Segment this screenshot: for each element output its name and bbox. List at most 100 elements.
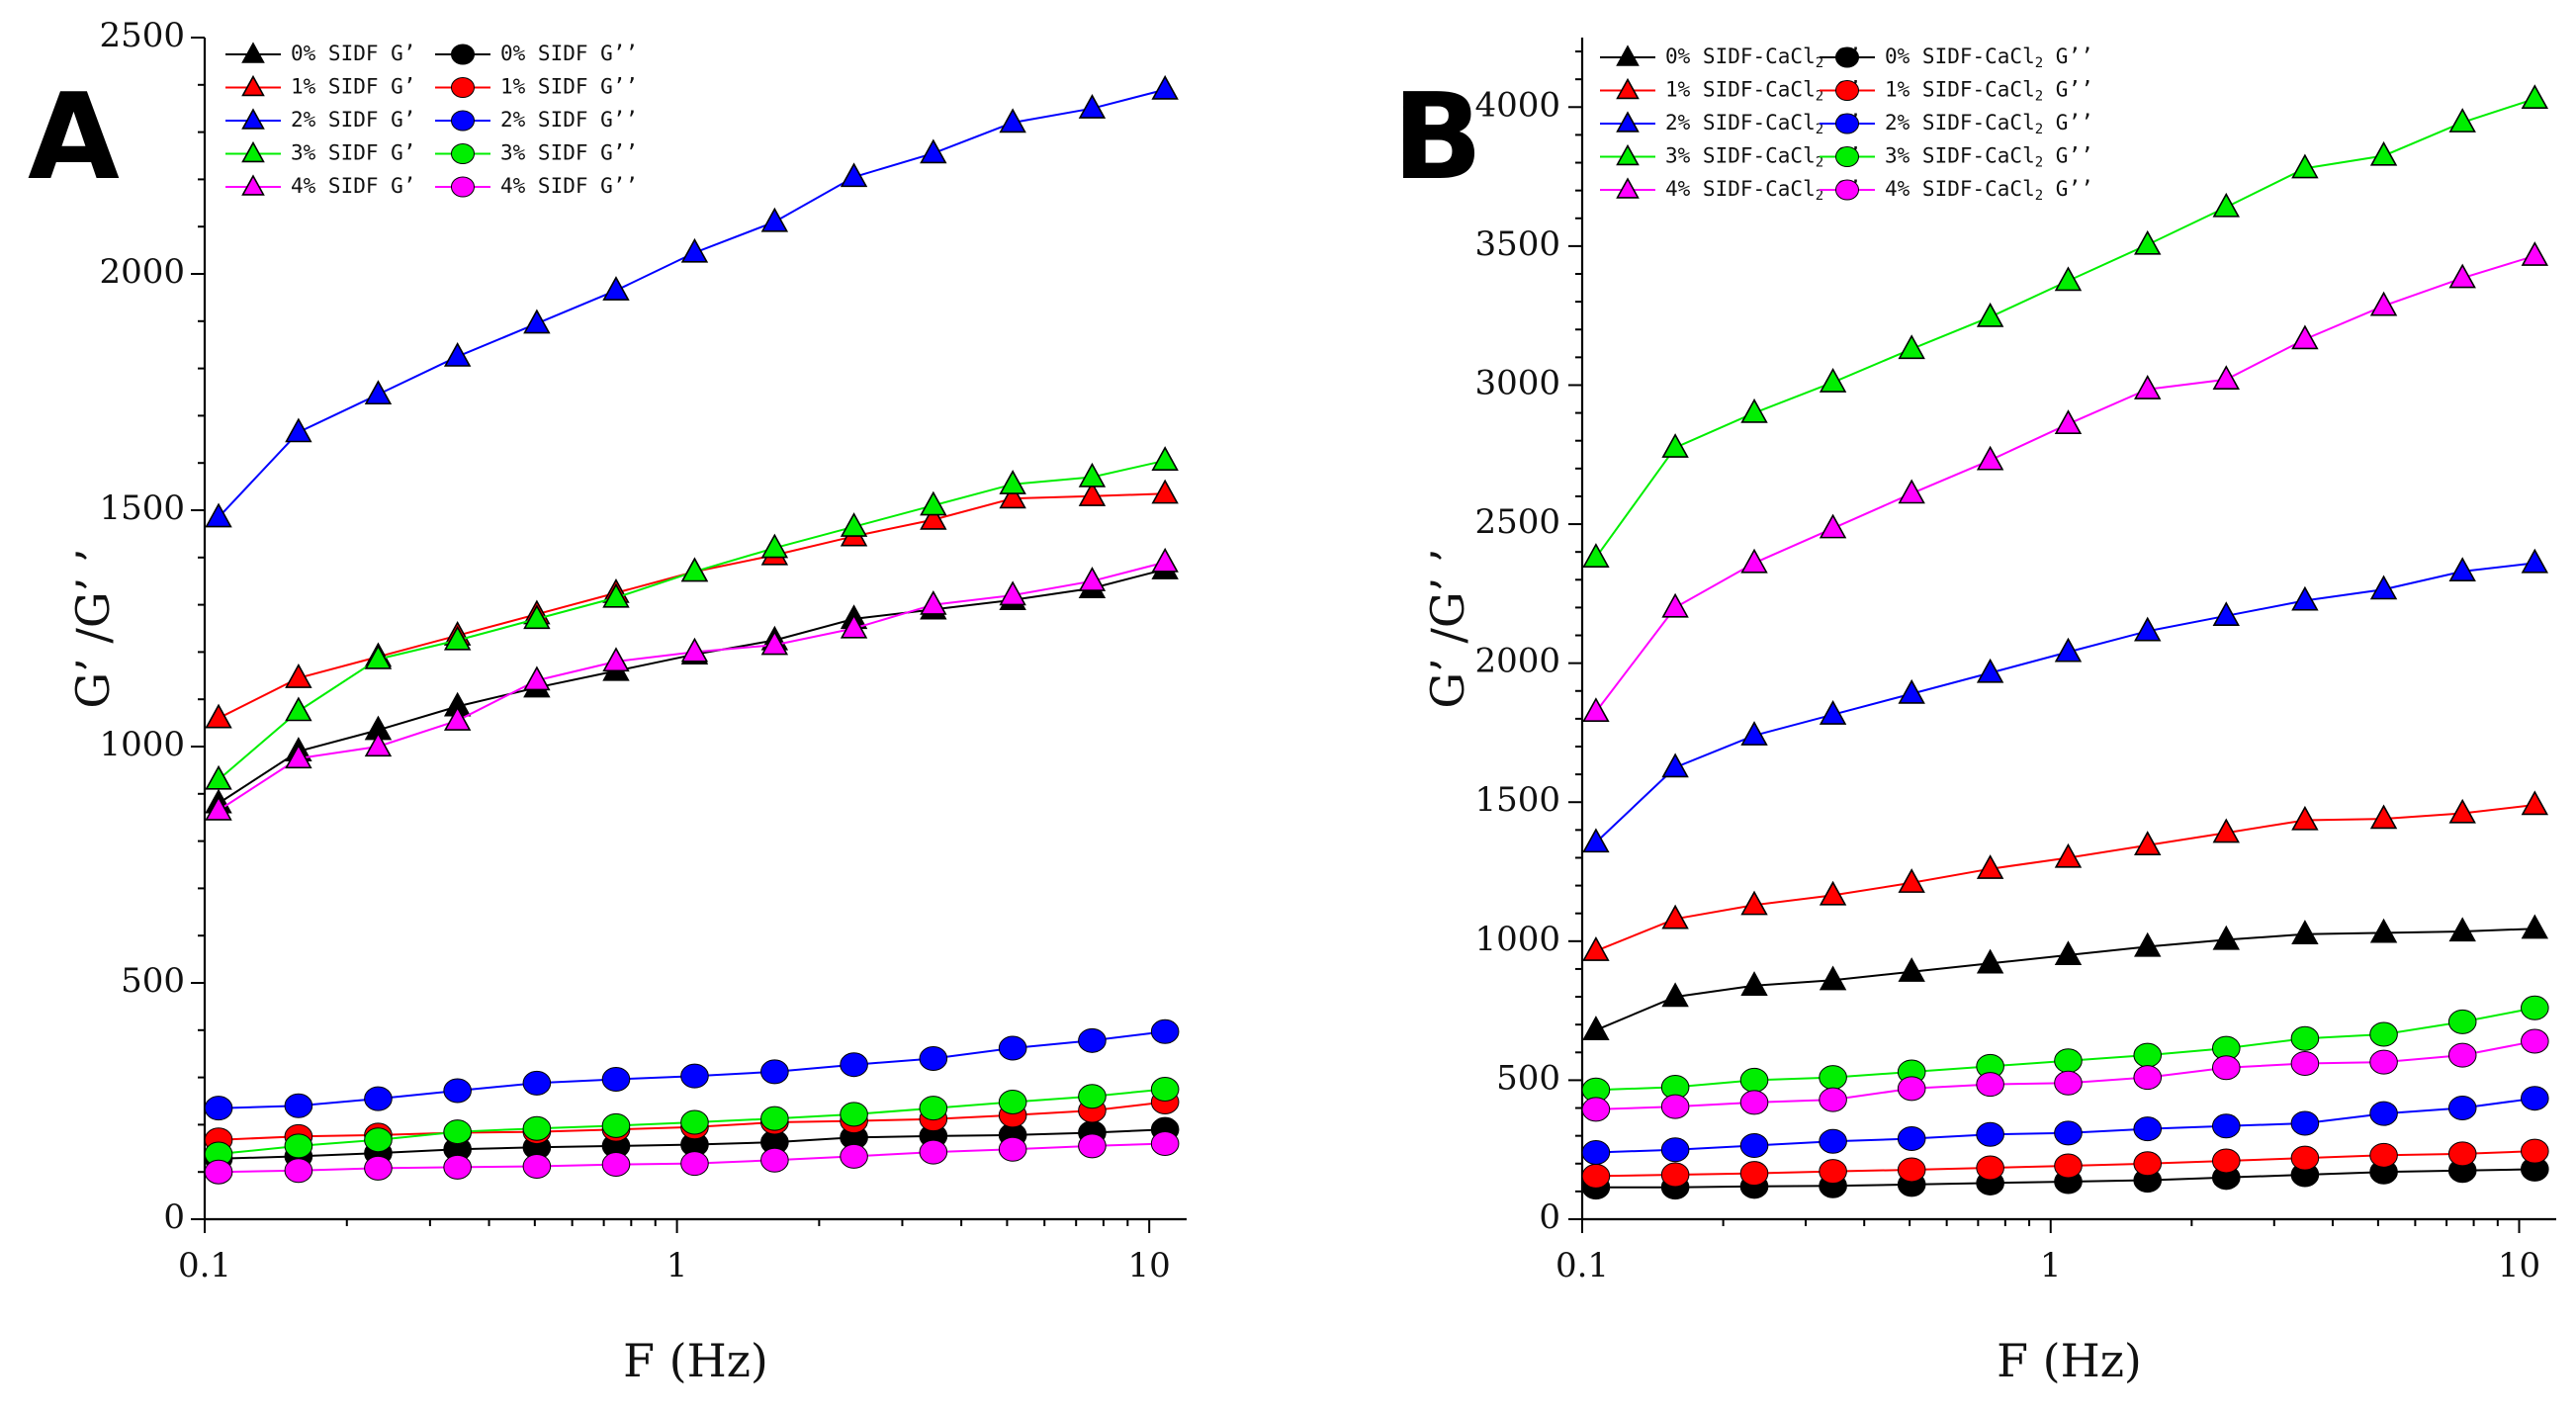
data-point-triangle bbox=[1582, 543, 1610, 568]
data-point-triangle bbox=[2291, 153, 2319, 179]
data-point-triangle bbox=[999, 580, 1026, 606]
data-point-circle bbox=[680, 1151, 709, 1177]
data-point-circle bbox=[2447, 1096, 2477, 1121]
data-point-circle bbox=[2054, 1153, 2083, 1179]
data-point-triangle bbox=[2212, 365, 2240, 391]
series-2 bbox=[1582, 548, 2549, 853]
data-point-triangle bbox=[2369, 804, 2398, 830]
data-point-circle bbox=[2290, 1110, 2320, 1136]
data-point-triangle bbox=[602, 276, 630, 301]
data-point-triangle bbox=[602, 647, 630, 672]
data-point-triangle bbox=[443, 625, 472, 651]
data-point-triangle bbox=[2448, 917, 2476, 942]
legend-marker-triangle bbox=[241, 74, 265, 97]
data-point-triangle bbox=[1582, 697, 1610, 723]
legend-marker-circle bbox=[451, 176, 475, 198]
series-8 bbox=[1581, 995, 2549, 1103]
y-tick-label: 2500 bbox=[1474, 502, 1560, 542]
data-point-triangle bbox=[2521, 84, 2549, 110]
data-point-circle bbox=[522, 1070, 552, 1096]
data-point-triangle bbox=[2054, 266, 2083, 292]
data-point-circle bbox=[2290, 1025, 2320, 1051]
data-point-triangle bbox=[1661, 433, 1689, 458]
data-point-circle bbox=[680, 1109, 709, 1135]
legend-label: 3% SIDF G’’ bbox=[500, 141, 638, 165]
data-point-circle bbox=[2290, 1051, 2320, 1077]
data-point-circle bbox=[364, 1127, 393, 1153]
x-tick-label: 0.1 bbox=[178, 1246, 231, 1285]
x-tick-label: 1 bbox=[2040, 1246, 2062, 1285]
data-point-triangle bbox=[443, 706, 472, 731]
data-point-triangle bbox=[2448, 108, 2476, 133]
data-point-triangle bbox=[920, 490, 947, 516]
data-point-circle bbox=[204, 1096, 233, 1121]
y-tick-label: 1500 bbox=[1474, 780, 1560, 820]
data-point-triangle bbox=[2054, 409, 2083, 434]
data-point-circle bbox=[601, 1112, 631, 1138]
data-point-triangle bbox=[1151, 74, 1179, 100]
data-point-triangle bbox=[1582, 828, 1610, 853]
data-point-triangle bbox=[2134, 931, 2162, 957]
series-1 bbox=[1582, 790, 2549, 961]
data-point-circle bbox=[2369, 1049, 2398, 1075]
legend-marker-triangle bbox=[241, 140, 265, 163]
data-point-triangle bbox=[1976, 854, 2004, 879]
legend-item: 4% SIDF G’ bbox=[225, 174, 415, 198]
data-point-triangle bbox=[1976, 302, 2004, 327]
data-point-triangle bbox=[285, 744, 312, 769]
data-point-circle bbox=[2447, 1009, 2477, 1034]
legend-label: 0% SIDF G’’ bbox=[500, 42, 638, 65]
legend-marker-circle bbox=[451, 44, 475, 65]
legend-item: 0% SIDF-CaCl2 G’ bbox=[1600, 44, 1861, 71]
data-point-triangle bbox=[2054, 940, 2083, 966]
y-axis-title: G’ /G’ ’ bbox=[1421, 548, 1474, 708]
legend-label: 2% SIDF G’ bbox=[291, 108, 415, 132]
legend-label: 4% SIDF G’’ bbox=[500, 174, 638, 198]
data-point-triangle bbox=[1976, 658, 2004, 683]
data-point-triangle bbox=[840, 162, 868, 188]
data-point-circle bbox=[2521, 1028, 2549, 1054]
legend-marker-triangle bbox=[241, 108, 265, 130]
data-point-triangle bbox=[1740, 721, 1768, 746]
series-line bbox=[1595, 562, 2535, 843]
data-point-triangle bbox=[2134, 616, 2162, 642]
data-point-triangle bbox=[2369, 918, 2398, 943]
series-8 bbox=[204, 1077, 1180, 1167]
y-tick-label: 1500 bbox=[99, 488, 185, 528]
data-point-triangle bbox=[2521, 914, 2549, 939]
data-point-triangle bbox=[364, 380, 393, 405]
legend-marker-triangle bbox=[1616, 77, 1640, 100]
data-point-circle bbox=[364, 1155, 393, 1181]
series-1 bbox=[205, 479, 1179, 729]
data-point-triangle bbox=[2521, 241, 2549, 266]
data-point-triangle bbox=[2521, 790, 2549, 816]
data-point-circle bbox=[1581, 1163, 1611, 1189]
data-point-circle bbox=[1976, 1121, 2004, 1147]
data-point-triangle bbox=[285, 696, 312, 722]
y-tick-label: 3500 bbox=[1474, 224, 1560, 264]
data-point-circle bbox=[2369, 1142, 2398, 1168]
data-point-circle bbox=[1150, 1077, 1180, 1103]
legend-marker-circle bbox=[451, 110, 475, 132]
data-point-triangle bbox=[1151, 479, 1179, 504]
data-point-triangle bbox=[2369, 575, 2398, 600]
data-point-circle bbox=[2133, 1116, 2163, 1142]
data-point-triangle bbox=[285, 664, 312, 688]
data-point-triangle bbox=[2212, 192, 2240, 218]
data-point-triangle bbox=[920, 589, 947, 615]
data-point-circle bbox=[443, 1119, 472, 1145]
data-point-circle bbox=[2521, 995, 2549, 1020]
data-point-triangle bbox=[1819, 368, 1847, 393]
data-point-triangle bbox=[1740, 548, 1768, 574]
data-point-circle bbox=[1581, 1097, 1611, 1122]
y-tick-label: 0 bbox=[163, 1197, 185, 1237]
data-point-circle bbox=[1739, 1132, 1769, 1158]
data-point-triangle bbox=[1898, 334, 1925, 360]
data-point-triangle bbox=[840, 512, 868, 537]
y-tick-label: 2000 bbox=[99, 252, 185, 292]
legend-item: 1% SIDF-CaCl2 G’’ bbox=[1820, 78, 2093, 105]
data-point-circle bbox=[1581, 1140, 1611, 1166]
y-tick-label: 2500 bbox=[99, 16, 185, 55]
data-point-circle bbox=[2211, 1113, 2241, 1139]
x-tick-label: 0.1 bbox=[1555, 1246, 1609, 1285]
